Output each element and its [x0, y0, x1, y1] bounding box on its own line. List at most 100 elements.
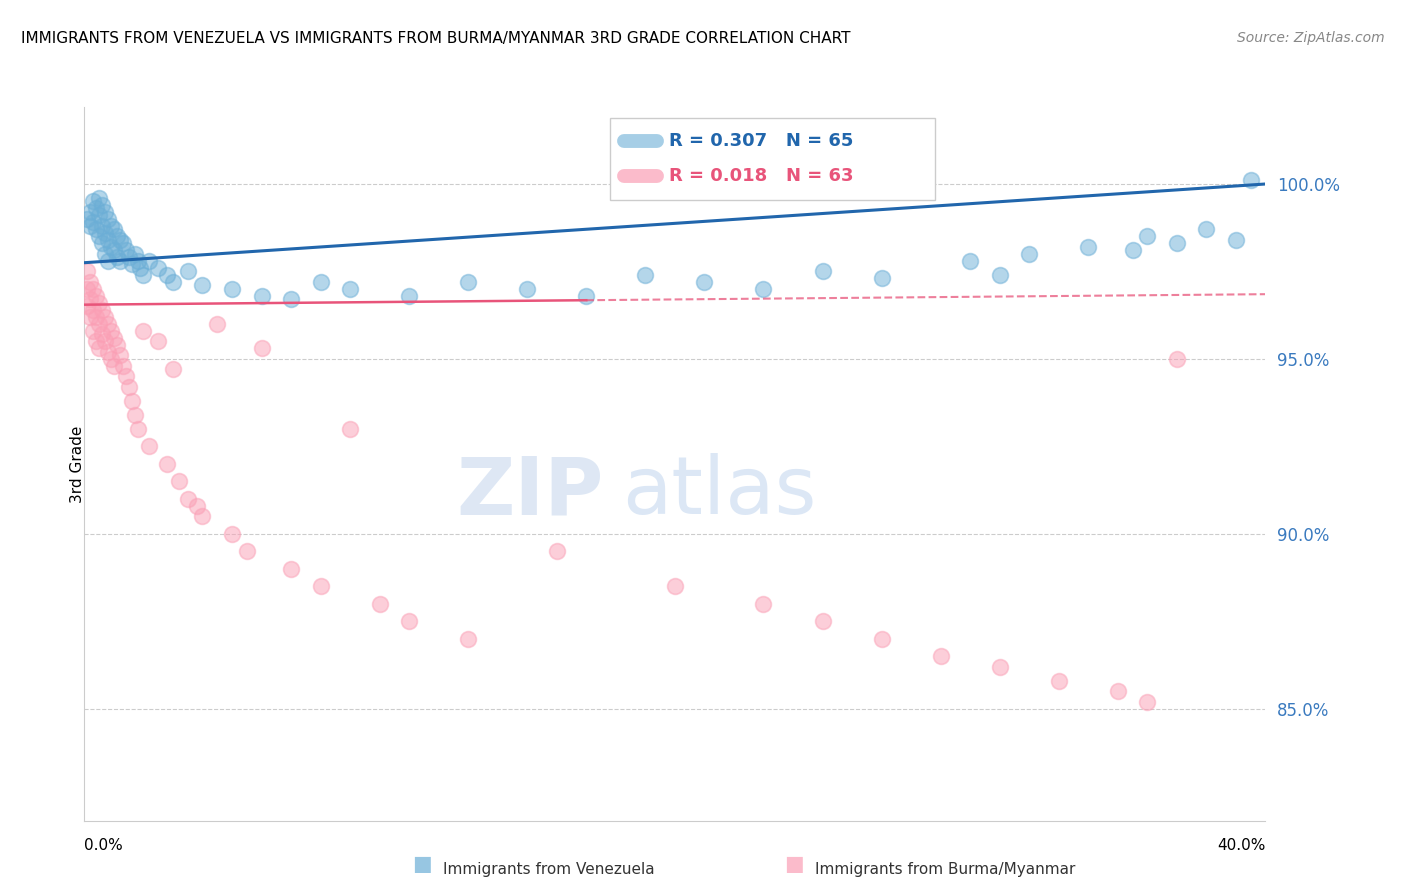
Point: [1166, 351, 1188, 366]
Point: [132, 268, 155, 282]
Point: [162, 362, 184, 376]
Point: [91, 219, 114, 233]
Point: [988, 659, 1011, 673]
Point: [236, 544, 259, 558]
Point: [82, 194, 104, 209]
Point: [1240, 173, 1263, 187]
Point: [634, 268, 657, 282]
Point: [339, 282, 361, 296]
Point: [309, 275, 332, 289]
Point: [111, 359, 134, 373]
Point: [82, 324, 104, 338]
Point: [94, 205, 117, 219]
Point: [76, 282, 98, 296]
Point: [118, 380, 141, 394]
Point: [84, 334, 107, 349]
Point: [207, 317, 229, 331]
Point: [84, 289, 107, 303]
Text: 40.0%: 40.0%: [1218, 838, 1265, 854]
Point: [664, 579, 686, 593]
Point: [575, 289, 598, 303]
Point: [929, 649, 952, 664]
Point: [1195, 222, 1218, 236]
Text: Source: ZipAtlas.com: Source: ZipAtlas.com: [1237, 31, 1385, 45]
Point: [250, 289, 273, 303]
Point: [79, 219, 101, 233]
Point: [870, 271, 893, 285]
Point: [105, 338, 128, 352]
Text: Immigrants from Venezuela: Immigrants from Venezuela: [443, 863, 655, 877]
Point: [129, 260, 152, 275]
Point: [752, 597, 775, 611]
Point: [97, 317, 120, 331]
Point: [118, 251, 141, 265]
Point: [87, 209, 111, 223]
Point: [280, 562, 302, 576]
Point: [221, 526, 243, 541]
Point: [811, 614, 834, 628]
Point: [870, 632, 893, 646]
Point: [84, 310, 107, 324]
Point: [1136, 229, 1159, 244]
Point: [124, 408, 146, 422]
Text: atlas: atlas: [621, 453, 815, 532]
Point: [94, 310, 117, 324]
Point: [156, 268, 179, 282]
Point: [121, 257, 143, 271]
Point: [1077, 240, 1099, 254]
Point: [127, 422, 149, 436]
Point: [191, 278, 214, 293]
Point: [87, 229, 111, 244]
Point: [177, 264, 200, 278]
Point: [76, 300, 98, 314]
Point: [138, 439, 160, 453]
Point: [546, 544, 568, 558]
Point: [156, 457, 179, 471]
Text: ■: ■: [785, 854, 804, 873]
Text: ZIP: ZIP: [457, 453, 605, 532]
Point: [76, 264, 98, 278]
Point: [97, 254, 120, 268]
Point: [94, 247, 117, 261]
Point: [79, 205, 101, 219]
Point: [959, 254, 981, 268]
Text: R = 0.307   N = 65: R = 0.307 N = 65: [669, 132, 853, 150]
Point: [162, 275, 184, 289]
Point: [82, 302, 104, 317]
Point: [97, 233, 120, 247]
Point: [114, 369, 136, 384]
Point: [91, 302, 114, 317]
Point: [280, 293, 302, 307]
Point: [148, 260, 170, 275]
Point: [457, 275, 479, 289]
Point: [186, 499, 208, 513]
Point: [97, 345, 120, 359]
Text: ■: ■: [412, 854, 432, 873]
Text: Immigrants from Burma/Myanmar: Immigrants from Burma/Myanmar: [815, 863, 1076, 877]
Y-axis label: 3rd Grade: 3rd Grade: [70, 425, 84, 502]
Point: [87, 317, 111, 331]
Point: [1122, 244, 1144, 258]
Point: [124, 247, 146, 261]
Point: [309, 579, 332, 593]
Point: [108, 233, 131, 247]
Point: [105, 251, 128, 265]
Point: [108, 254, 131, 268]
Point: [97, 211, 120, 226]
Point: [1136, 695, 1159, 709]
Point: [457, 632, 479, 646]
Point: [103, 222, 125, 236]
Point: [84, 222, 107, 236]
Point: [94, 226, 117, 240]
Point: [114, 244, 136, 258]
Point: [103, 359, 125, 373]
Point: [91, 327, 114, 342]
Point: [100, 324, 122, 338]
Point: [94, 334, 117, 349]
Text: 0.0%: 0.0%: [84, 838, 124, 854]
Point: [191, 509, 214, 524]
Point: [84, 202, 107, 216]
Point: [811, 264, 834, 278]
Point: [339, 422, 361, 436]
Text: R = 0.018   N = 63: R = 0.018 N = 63: [669, 168, 853, 186]
